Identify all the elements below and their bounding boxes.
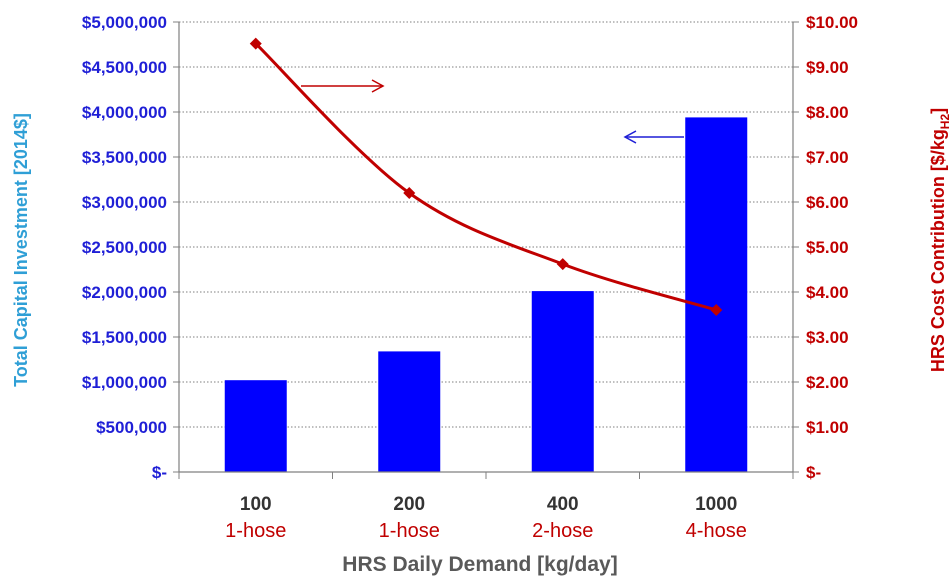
left-tick-label: $1,500,000 [82, 328, 167, 347]
category-labels: 100 1-hose 200 1-hose 400 2-hose 1000 4-hose [225, 494, 747, 542]
bars [224, 117, 748, 473]
arrow-to-right-axis [301, 79, 385, 93]
left-tick-label: $4,000,000 [82, 103, 167, 122]
right-tick-label: $7.00 [806, 148, 849, 167]
right-axis-ticks: $- $1.00 $2.00 $3.00 $4.00 $5.00 $6.00 $7.00 $8.… [806, 13, 858, 482]
cost-line [254, 42, 717, 312]
left-tick-label: $4,500,000 [82, 58, 167, 77]
bar [224, 380, 287, 472]
right-tick-label: $3.00 [806, 328, 849, 347]
right-tick-label: $6.00 [806, 193, 849, 212]
category-sublabel: 4-hose [686, 520, 747, 542]
axis-arrows [301, 79, 684, 144]
x-axis-label: HRS Daily Demand [kg/day] [342, 553, 617, 576]
right-tick-label: $9.00 [806, 58, 849, 77]
right-tick-label: $10.00 [806, 13, 858, 32]
left-axis-label: Total Capital Investment [2014$] [11, 113, 31, 387]
cost-line-marker [403, 187, 416, 199]
left-tick-label: $3,500,000 [82, 148, 167, 167]
category-sublabel: 2-hose [532, 520, 593, 542]
right-tick-label: $1.00 [806, 418, 849, 437]
left-tick-label: $2,500,000 [82, 238, 167, 257]
bar [685, 117, 748, 473]
right-tick-label: $- [806, 463, 821, 482]
category-sublabel: 1-hose [379, 520, 440, 542]
right-axis-label-main: HRS Cost Contribution [$/kg [928, 129, 948, 372]
right-axis-label-subscript: H2 [938, 114, 952, 130]
right-tick-label: $2.00 [806, 373, 849, 392]
right-axis-label-end: ] [928, 108, 948, 114]
arrow-head [371, 79, 385, 93]
left-tick-label: $- [152, 463, 167, 482]
category-label: 100 [240, 494, 272, 515]
bar [378, 351, 441, 472]
category-label: 200 [393, 494, 425, 515]
left-tick-label: $2,000,000 [82, 283, 167, 302]
cost-line-marker [710, 304, 723, 316]
left-tick-label: $5,000,000 [82, 13, 167, 32]
bar [531, 291, 594, 472]
category-label: 400 [547, 494, 579, 515]
category-label: 1000 [695, 494, 737, 515]
left-tick-label: $1,000,000 [82, 373, 167, 392]
cost-line-marker [556, 258, 569, 271]
right-tick-label: $4.00 [806, 283, 849, 302]
right-tick-label: $5.00 [806, 238, 849, 257]
category-sublabel: 1-hose [225, 520, 286, 542]
cost-line-marker [249, 37, 262, 50]
arrow-head [623, 130, 637, 144]
right-axis-label: HRS Cost Contribution [$/kgH2] [928, 108, 952, 372]
arrow-to-left-axis [623, 130, 684, 144]
cost-line-series [249, 37, 723, 316]
left-axis-ticks: $- $500,000 $1,000,000 $1,500,000 $2,000,000… [82, 13, 167, 482]
left-tick-label: $3,000,000 [82, 193, 167, 212]
axes [173, 21, 799, 479]
right-tick-label: $8.00 [806, 103, 849, 122]
left-tick-label: $500,000 [96, 418, 167, 437]
